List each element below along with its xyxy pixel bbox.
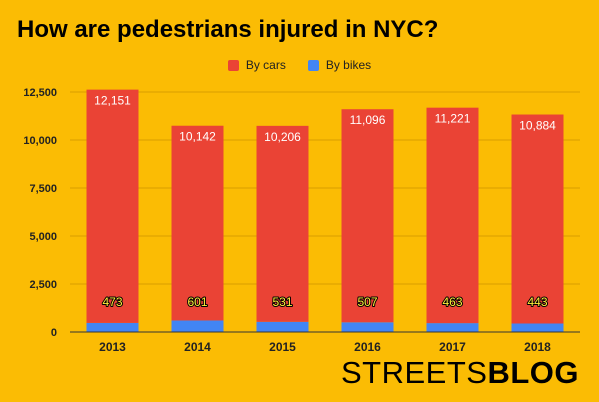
data-label-cars-2013: 12,151 bbox=[94, 94, 131, 108]
legend-swatch-bikes bbox=[307, 59, 319, 71]
y-tick-label: 0 bbox=[51, 327, 57, 339]
bar-bikes-2016 bbox=[341, 322, 394, 332]
legend-item-bikes[interactable]: By bikes bbox=[307, 58, 372, 72]
bar-bikes-2018 bbox=[511, 323, 564, 332]
legend-item-cars[interactable]: By cars bbox=[227, 58, 286, 72]
data-label-bikes-2016: 507 bbox=[357, 295, 377, 309]
bar-cars-2017 bbox=[426, 107, 479, 324]
y-tick-label: 12,500 bbox=[23, 87, 57, 99]
bar-bikes-2014 bbox=[171, 320, 224, 332]
x-tick-label: 2013 bbox=[99, 340, 126, 354]
x-tick-label: 2015 bbox=[269, 340, 296, 354]
x-tick-label: 2018 bbox=[524, 340, 551, 354]
bar-bikes-2017 bbox=[426, 323, 479, 332]
x-tick-label: 2016 bbox=[354, 340, 381, 354]
chart-legend: By cars By bikes bbox=[0, 58, 599, 72]
bar-cars-2014 bbox=[171, 125, 224, 321]
bar-bikes-2015 bbox=[256, 321, 309, 332]
data-label-cars-2016: 11,096 bbox=[350, 113, 386, 127]
legend-swatch-cars bbox=[227, 59, 239, 71]
data-label-bikes-2014: 601 bbox=[187, 295, 207, 309]
data-label-bikes-2015: 531 bbox=[272, 295, 292, 309]
legend-label-cars: By cars bbox=[245, 58, 286, 72]
x-tick-label: 2014 bbox=[184, 340, 211, 354]
data-label-bikes-2013: 473 bbox=[102, 295, 122, 309]
logo-part-blog: BLOG bbox=[487, 355, 579, 390]
bar-cars-2013 bbox=[86, 89, 139, 323]
logo-part-streets: STREETS bbox=[340, 355, 488, 390]
data-label-cars-2017: 11,221 bbox=[435, 112, 471, 126]
streetsblog-logo: STREETSBLOG bbox=[341, 355, 579, 391]
data-label-cars-2014: 10,142 bbox=[179, 130, 216, 144]
x-tick-label: 2017 bbox=[439, 340, 466, 354]
data-label-bikes-2018: 443 bbox=[527, 295, 547, 309]
data-label-cars-2018: 10,884 bbox=[519, 119, 556, 133]
data-label-bikes-2017: 463 bbox=[442, 295, 462, 309]
bar-cars-2015 bbox=[256, 125, 309, 322]
bar-cars-2018 bbox=[511, 114, 564, 324]
bar-cars-2016 bbox=[341, 109, 394, 323]
y-tick-label: 2,500 bbox=[29, 279, 57, 291]
data-label-cars-2015: 10,206 bbox=[264, 130, 301, 144]
legend-label-bikes: By bikes bbox=[325, 58, 372, 72]
bar-bikes-2013 bbox=[86, 322, 139, 332]
y-tick-label: 5,000 bbox=[29, 231, 57, 243]
y-tick-label: 7,500 bbox=[29, 183, 57, 195]
chart-title: How are pedestrians injured in NYC? bbox=[17, 16, 439, 43]
y-tick-label: 10,000 bbox=[23, 135, 57, 147]
